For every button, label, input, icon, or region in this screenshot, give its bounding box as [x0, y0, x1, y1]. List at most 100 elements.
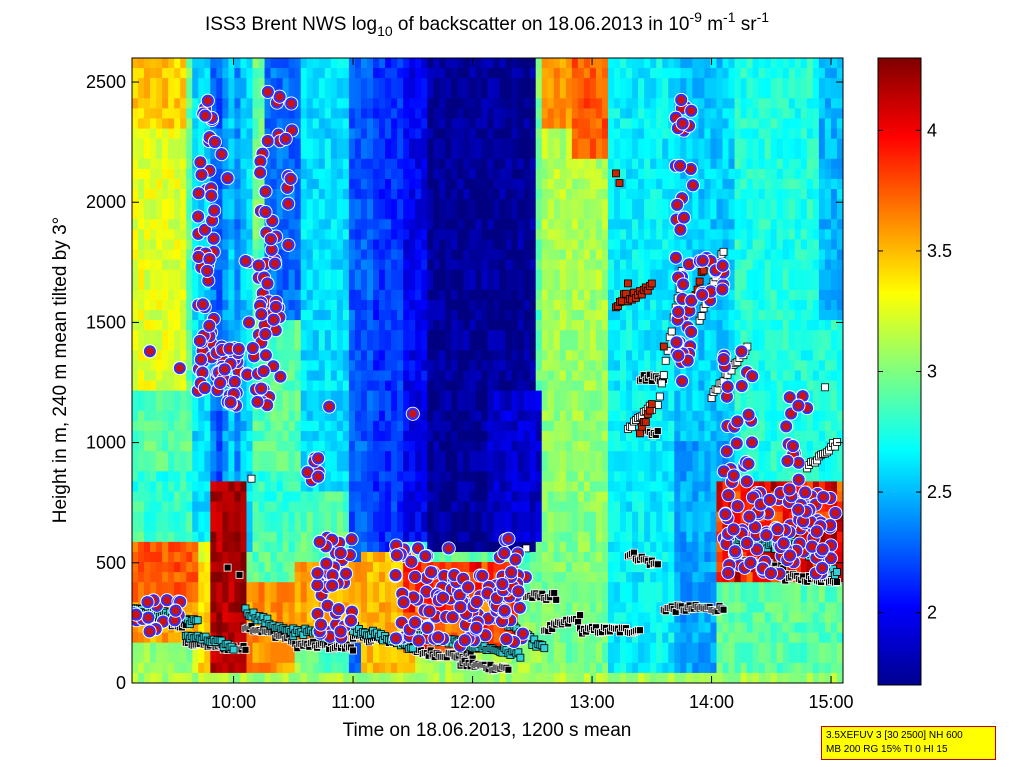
cloud-circle-outline	[284, 96, 299, 111]
cloud-circle-marker	[760, 529, 773, 542]
cloud-circle-markers	[132, 84, 843, 653]
cloud-circle-marker	[241, 368, 254, 381]
cloud-circle-marker	[269, 257, 281, 270]
y-tick-label: 2500	[86, 72, 126, 92]
cloud-circle-marker	[783, 549, 796, 562]
cloud-circle-outline	[213, 375, 228, 390]
layer-square-marker	[659, 371, 668, 380]
title-sup-2: -1	[723, 9, 736, 25]
cloud-circle-outline	[734, 378, 749, 394]
title-subscript: 10	[377, 23, 393, 39]
cloud-circle-marker	[674, 159, 687, 172]
cloud-circle-outline	[256, 364, 271, 379]
y-axis: 0 500 1000 1500 2000 2500	[86, 72, 843, 693]
cloud-circle-marker	[502, 532, 515, 545]
cloud-circle-outline	[759, 528, 774, 543]
cloud-circle-marker	[722, 489, 735, 502]
cloud-circle-marker	[243, 316, 255, 329]
layer-square-marker	[655, 392, 664, 401]
layer-square-marker	[247, 474, 256, 483]
layer-square-marker	[408, 644, 417, 653]
layer-square-marker	[550, 589, 559, 597]
cloud-circle-outline	[815, 542, 830, 557]
cloud-circle-marker	[717, 353, 730, 366]
cloud-circle-marker	[512, 585, 525, 598]
cloud-circle-outline	[207, 203, 222, 218]
cloud-circle-outline	[325, 578, 340, 593]
cloud-circle-outline	[741, 407, 756, 422]
layer-square-marker	[612, 169, 620, 178]
cloud-circle-marker	[252, 259, 265, 272]
cloud-circle-outline	[676, 210, 692, 225]
cloud-circle-marker	[421, 621, 434, 634]
cloud-circle-outline	[726, 468, 741, 483]
cloud-circle-marker	[516, 627, 529, 640]
cloud-circle-marker	[672, 349, 685, 362]
cloud-circle-outline	[739, 474, 754, 489]
cloud-circle-marker	[741, 536, 753, 549]
cloud-circle-marker	[397, 596, 410, 609]
x-tick-label: 11:00	[331, 692, 375, 712]
x-tick-label: 10:00	[211, 692, 256, 712]
cloud-circle-marker	[254, 155, 267, 168]
cloud-circle-outline	[475, 568, 490, 583]
cloud-circle-marker	[273, 90, 286, 103]
cloud-circle-marker	[749, 521, 761, 534]
cloud-circle-marker	[792, 503, 805, 516]
layer-square-marker	[516, 653, 525, 662]
layer-square-marker	[540, 644, 549, 653]
cloud-circle-marker	[389, 632, 402, 645]
cloud-circle-marker	[771, 523, 784, 536]
cloud-circle-marker	[669, 251, 682, 264]
cloud-circle-outline	[272, 89, 287, 104]
cloud-circle-outline	[418, 549, 433, 564]
title-sup-1: -9	[689, 9, 702, 25]
cloud-circle-outline	[671, 304, 686, 319]
cloud-circle-outline	[828, 505, 843, 521]
cloud-circle-outline	[782, 482, 797, 497]
cloud-circle-marker	[746, 436, 758, 449]
layer-square-marker	[699, 266, 708, 275]
cloud-circle-marker	[751, 543, 763, 556]
cloud-circle-marker	[676, 117, 689, 130]
cloud-circle-outline	[281, 237, 296, 252]
layer-square-marker	[241, 645, 250, 654]
cloud-circle-marker	[777, 537, 790, 550]
cloud-circle-marker	[720, 445, 733, 458]
cloud-circle-outline	[716, 352, 731, 367]
cloud-circle-marker	[261, 135, 274, 147]
cloud-circle-marker	[143, 625, 156, 638]
cloud-circle-marker	[735, 380, 748, 392]
cloud-circle-marker	[722, 566, 735, 579]
cloud-circle-marker	[255, 308, 268, 321]
cloud-circle-outline	[730, 414, 745, 429]
cloud-circle-outline	[816, 490, 831, 505]
cloud-circle-marker	[743, 510, 756, 523]
layer-square-marker	[833, 568, 841, 576]
cloud-circle-outline	[515, 626, 530, 641]
cloud-circle-outline	[782, 390, 797, 405]
x-axis: 10:00 11:00 12:00 13:00 14:00 15:00	[211, 58, 854, 712]
cloud-circle-marker	[201, 264, 214, 277]
cloud-circle-outline	[408, 569, 423, 584]
cloud-circle-outline	[435, 590, 451, 605]
cloud-circle-marker	[194, 156, 207, 169]
cloud-circle-marker	[742, 457, 755, 470]
cloud-circle-outline	[782, 548, 797, 563]
cloud-circle-outline	[220, 171, 235, 186]
cloud-circle-marker	[390, 549, 403, 562]
cloud-circle-outline	[281, 196, 296, 211]
cloud-circle-outline	[322, 399, 337, 414]
cloud-circle-marker	[799, 486, 812, 499]
cloud-circle-marker	[332, 603, 345, 616]
cloud-circle-outline	[195, 297, 210, 312]
cloud-circle-marker	[476, 569, 489, 582]
colorbar-tick-label: 3	[927, 362, 937, 382]
cloud-circle-marker	[228, 375, 241, 388]
layer-square-marker	[659, 342, 668, 351]
cloud-circle-marker	[266, 214, 279, 227]
cloud-circle-marker	[334, 625, 347, 638]
cloud-circle-outline	[675, 116, 690, 131]
cloud-circle-marker	[251, 395, 264, 408]
cloud-circle-outline	[142, 344, 157, 359]
